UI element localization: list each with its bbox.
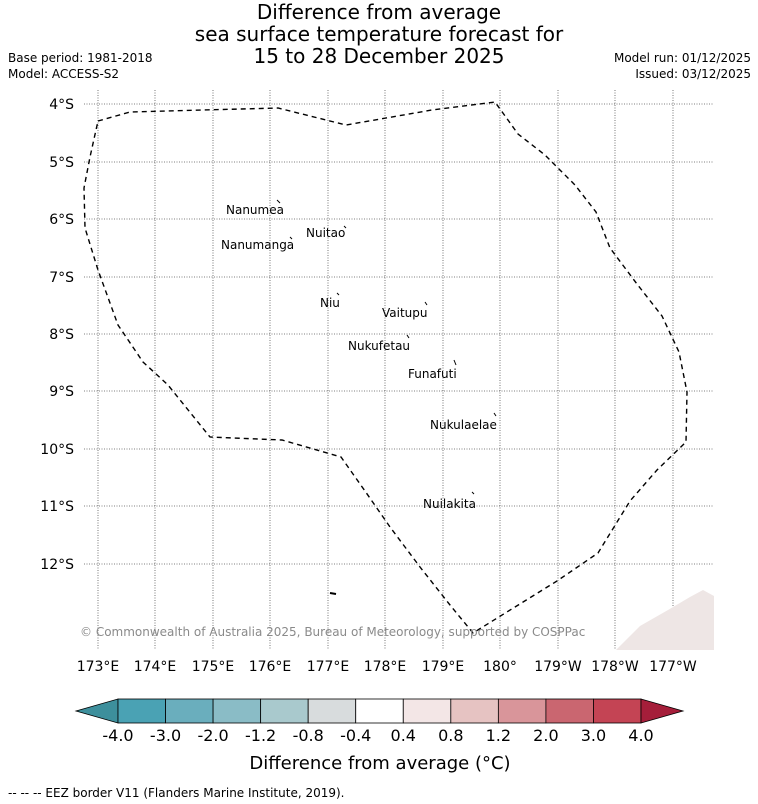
eez-border bbox=[83, 101, 688, 634]
title-line-1: Difference from average bbox=[256, 0, 502, 24]
colorbar-segment bbox=[497, 698, 547, 724]
lat-label: 12°S bbox=[40, 557, 74, 573]
issued-date: Issued: 03/12/2025 bbox=[635, 67, 751, 81]
copyright-text: © Commonwealth of Australia 2025, Bureau… bbox=[80, 625, 585, 639]
lat-gridlines bbox=[84, 103, 714, 565]
label-funafuti: Funafuti bbox=[408, 367, 457, 381]
atoll-nukulaelae bbox=[493, 412, 497, 417]
title-line-2: sea surface temperature forecast for bbox=[194, 22, 564, 46]
lon-label: 179°E bbox=[422, 659, 465, 675]
atoll-funafuti bbox=[453, 359, 457, 366]
lat-label: 5°S bbox=[49, 155, 74, 171]
colorbar-segment bbox=[355, 698, 404, 724]
footer-eez-note: -- -- -- EEZ border V11 (Flanders Marine… bbox=[8, 786, 345, 800]
colorbar-segment bbox=[450, 698, 499, 724]
colorbar-tick-label: -2.0 bbox=[197, 726, 228, 745]
lon-gridlines bbox=[97, 90, 674, 650]
lon-label: 176°E bbox=[249, 659, 292, 675]
colorbar-tick-label: -4.0 bbox=[102, 726, 133, 745]
colorbar-segment bbox=[212, 698, 262, 724]
colorbar-segment bbox=[165, 698, 214, 724]
colorbar-tick-label: -0.8 bbox=[293, 726, 324, 745]
lon-label: 174°E bbox=[134, 659, 177, 675]
label-vaitupu: Vaitupu bbox=[382, 306, 428, 320]
label-nukufetau: Nukufetau bbox=[348, 339, 410, 353]
lat-label: 8°S bbox=[49, 327, 74, 343]
lon-label: 173°E bbox=[77, 659, 120, 675]
colorbar-extend-low bbox=[74, 698, 119, 724]
colorbar-segment bbox=[117, 698, 166, 724]
lon-label: 178°W bbox=[591, 659, 639, 675]
lat-label: 11°S bbox=[40, 499, 74, 515]
label-nanumea: Nanumea bbox=[226, 203, 284, 217]
lat-label: 10°S bbox=[40, 442, 74, 458]
atoll-niu bbox=[336, 292, 340, 296]
model-name: Model: ACCESS-S2 bbox=[8, 67, 120, 81]
label-nukulaelae: Nukulaelae bbox=[430, 418, 497, 432]
colorbar-tick-label: -0.4 bbox=[340, 726, 371, 745]
colorbar-segment bbox=[260, 698, 309, 724]
colorbar-tick-label: 0.8 bbox=[438, 726, 463, 745]
label-nanumanga: Nanumanga bbox=[221, 238, 294, 252]
colorbar-segment bbox=[402, 698, 452, 724]
lon-label: 180° bbox=[483, 659, 517, 675]
atoll-nanumanga bbox=[289, 236, 293, 240]
map-area bbox=[84, 90, 714, 650]
colorbar-tick-label: -1.2 bbox=[245, 726, 276, 745]
colorbar-tick-label: 3.0 bbox=[581, 726, 606, 745]
colorbar-extend-high bbox=[640, 698, 685, 724]
colorbar bbox=[74, 698, 685, 724]
model-run: Model run: 01/12/2025 bbox=[613, 51, 751, 65]
label-nuilakita: Nuilakita bbox=[423, 497, 476, 511]
lat-label: 7°S bbox=[49, 270, 74, 286]
colorbar-ticks: -4.0 -3.0 -2.0 -1.2 -0.8 -0.4 0.4 0.8 1.2 2.0 3.0 4… bbox=[102, 726, 653, 745]
colorbar-segment bbox=[593, 698, 642, 724]
lon-label: 178°E bbox=[364, 659, 407, 675]
label-niu: Niu bbox=[320, 296, 340, 310]
colorbar-tick-label: 0.4 bbox=[391, 726, 416, 745]
atoll-nuilakita bbox=[471, 491, 475, 495]
atoll-small bbox=[329, 592, 337, 595]
atoll-nanumea bbox=[276, 199, 281, 204]
lon-label: 179°W bbox=[534, 659, 582, 675]
lat-label: 4°S bbox=[49, 97, 74, 113]
colorbar-segment bbox=[307, 698, 357, 724]
atoll-vaitupu bbox=[424, 301, 428, 306]
atolls bbox=[276, 199, 497, 595]
colorbar-tick-label: 2.0 bbox=[533, 726, 558, 745]
land-polygon bbox=[616, 590, 714, 650]
atoll-nukufetau bbox=[406, 334, 410, 339]
base-period: Base period: 1981-2018 bbox=[8, 51, 153, 65]
lon-label: 177°E bbox=[307, 659, 350, 675]
colorbar-tick-label: -3.0 bbox=[150, 726, 181, 745]
lat-label: 6°S bbox=[49, 212, 74, 228]
title-line-3: 15 to 28 December 2025 bbox=[253, 44, 505, 68]
colorbar-label: Difference from average (°C) bbox=[249, 753, 510, 774]
colorbar-tick-label: 1.2 bbox=[486, 726, 511, 745]
lon-label: 175°E bbox=[192, 659, 235, 675]
lat-label: 9°S bbox=[49, 384, 74, 400]
colorbar-segment bbox=[545, 698, 594, 724]
colorbar-tick-label: 4.0 bbox=[628, 726, 653, 745]
lon-label: 177°W bbox=[649, 659, 697, 675]
atoll-nuitao bbox=[343, 225, 347, 229]
label-nuitao: Nuitao bbox=[306, 226, 345, 240]
